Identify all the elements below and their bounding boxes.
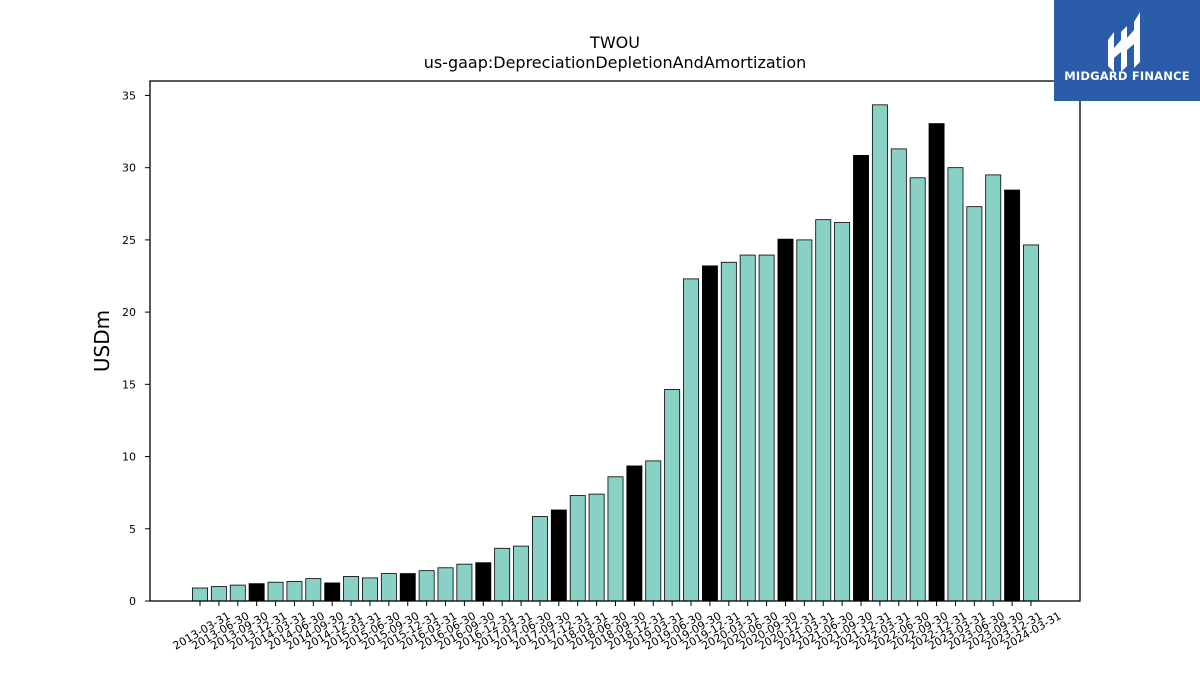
logo-text: MIDGARD FINANCE <box>1064 69 1190 83</box>
bar <box>985 174 1002 602</box>
bar <box>210 586 227 602</box>
bar <box>248 583 265 602</box>
bar <box>777 238 794 602</box>
y-tick-label: 5 <box>129 523 136 536</box>
bar <box>664 388 681 602</box>
bar <box>909 177 926 602</box>
midgard-logo-mark-icon <box>1108 12 1140 72</box>
bar <box>1004 189 1021 602</box>
plot-frame <box>149 80 1081 602</box>
bar <box>229 584 246 602</box>
bar <box>701 265 718 602</box>
bar <box>324 582 341 602</box>
bar <box>456 563 473 602</box>
midgard-finance-logo: MIDGARD FINANCE <box>1054 0 1200 101</box>
bar <box>683 278 699 602</box>
bar <box>475 562 492 602</box>
bar <box>645 460 662 602</box>
bar <box>286 581 303 602</box>
y-tick-label: 30 <box>122 162 136 175</box>
bar <box>834 222 851 602</box>
bar <box>267 581 284 602</box>
bar <box>380 573 397 602</box>
x-axis-ticks: 2013-03-312013-06-302013-09-302013-12-31… <box>171 601 1064 653</box>
y-tick-label: 25 <box>122 234 136 247</box>
bar <box>890 148 907 602</box>
bar <box>437 567 454 602</box>
y-tick-label: 15 <box>122 378 136 391</box>
chart-subtitle: us-gaap:DepreciationDepletionAndAmortiza… <box>424 53 807 72</box>
bar <box>796 239 813 602</box>
bar <box>362 577 378 602</box>
bar <box>739 254 756 602</box>
bar <box>758 254 775 602</box>
bar <box>399 573 416 602</box>
bar <box>418 570 435 602</box>
bar <box>343 576 360 602</box>
y-axis-ticks: 0 5 10 15 20 25 30 35 <box>122 89 150 608</box>
bar <box>192 587 208 602</box>
y-tick-label: 0 <box>129 595 136 608</box>
y-tick-label: 10 <box>122 451 136 464</box>
bar <box>513 545 530 602</box>
bar <box>966 206 983 602</box>
bar <box>550 509 567 602</box>
bar <box>815 219 832 602</box>
bar <box>607 476 624 602</box>
bar <box>626 465 643 602</box>
bar <box>494 547 511 602</box>
y-tick-label: 35 <box>122 89 136 102</box>
bar <box>720 261 737 602</box>
bar <box>853 154 869 602</box>
bar <box>947 167 964 602</box>
bar <box>1023 244 1039 602</box>
bars-group <box>192 104 1039 602</box>
y-axis-label: USDm <box>90 310 114 372</box>
chart-title: TWOU <box>589 33 640 52</box>
y-tick-label: 20 <box>122 306 136 319</box>
bar <box>532 516 548 602</box>
bar <box>928 123 945 602</box>
bar <box>305 578 322 602</box>
bar <box>569 495 586 602</box>
bar <box>871 104 888 602</box>
bar <box>588 493 605 602</box>
